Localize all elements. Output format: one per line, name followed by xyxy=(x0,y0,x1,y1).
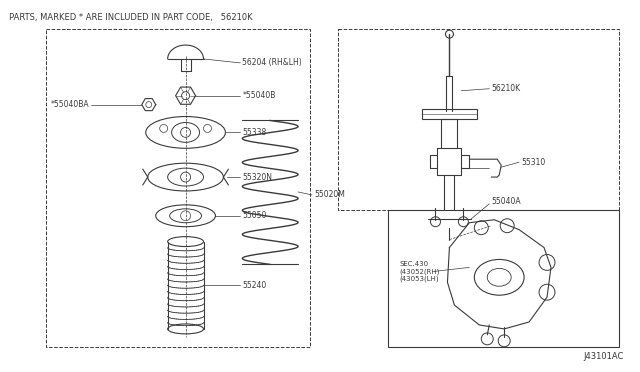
Text: PARTS, MARKED * ARE INCLUDED IN PART CODE,   56210K: PARTS, MARKED * ARE INCLUDED IN PART COD… xyxy=(10,13,253,22)
Text: 56204 (RH&LH): 56204 (RH&LH) xyxy=(243,58,302,67)
Text: 55320N: 55320N xyxy=(243,173,273,182)
Text: 55240: 55240 xyxy=(243,281,267,290)
Text: *55040B: *55040B xyxy=(243,91,276,100)
Bar xyxy=(422,109,477,119)
Bar xyxy=(46,29,310,347)
Text: *55040BA: *55040BA xyxy=(51,100,90,109)
Text: J43101AC: J43101AC xyxy=(583,352,623,361)
Bar xyxy=(338,29,619,210)
Text: 55050: 55050 xyxy=(243,211,267,220)
Text: 56210K: 56210K xyxy=(492,84,520,93)
Text: 55338: 55338 xyxy=(243,128,267,137)
Bar xyxy=(388,210,619,347)
Text: 55040A: 55040A xyxy=(492,198,521,206)
Text: SEC.430
(43052(RH)
(43053(LH): SEC.430 (43052(RH) (43053(LH) xyxy=(399,262,440,282)
Text: 55020M: 55020M xyxy=(314,190,345,199)
Text: 55310: 55310 xyxy=(521,158,545,167)
